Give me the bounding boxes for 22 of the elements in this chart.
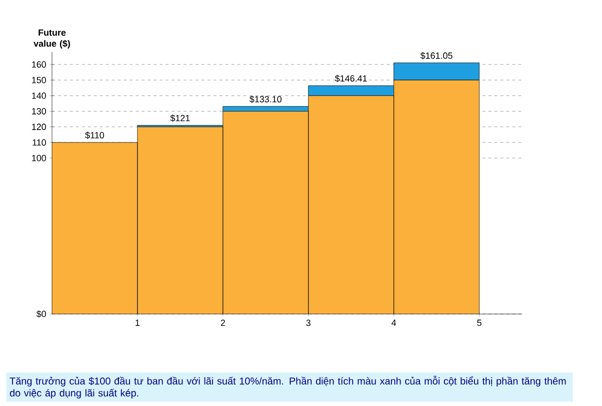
bar: [222, 106, 309, 112]
total-label: $121: [170, 114, 190, 122]
x-tick-label: 3: [306, 320, 310, 326]
y-axis-title: Future value ($): [34, 29, 70, 48]
total-label: $133.10: [250, 96, 282, 103]
y-tick-label: $0: [36, 310, 46, 318]
total-label: $161.05: [420, 52, 452, 60]
x-tick-label: 2: [220, 320, 225, 326]
y-tick-label: 140: [32, 92, 46, 99]
y-tick-label: 100: [32, 154, 46, 162]
x-tick-label: 1: [136, 320, 140, 326]
bar: [308, 85, 394, 96]
text: Tăng trưởng của $100 đầu tư ban đầu với lãi suất 10%/năm. Phần diện tích màu xanh của mỗi cột biểu thị phần tăng thêm do việc áp dụng lãi suất kép.: [10, 376, 566, 398]
y-tick-label: 150: [32, 76, 46, 84]
y-tick-label: 130: [32, 108, 46, 114]
total-label: $146.41: [334, 74, 367, 82]
y-tick-label: 110: [32, 139, 46, 146]
y-tick-label: 160: [32, 61, 46, 68]
x-tick-label: 4: [392, 320, 396, 326]
y-tick-label: 120: [32, 124, 46, 130]
total-label: $110: [85, 132, 104, 139]
x-tick-label: 5: [477, 320, 482, 326]
